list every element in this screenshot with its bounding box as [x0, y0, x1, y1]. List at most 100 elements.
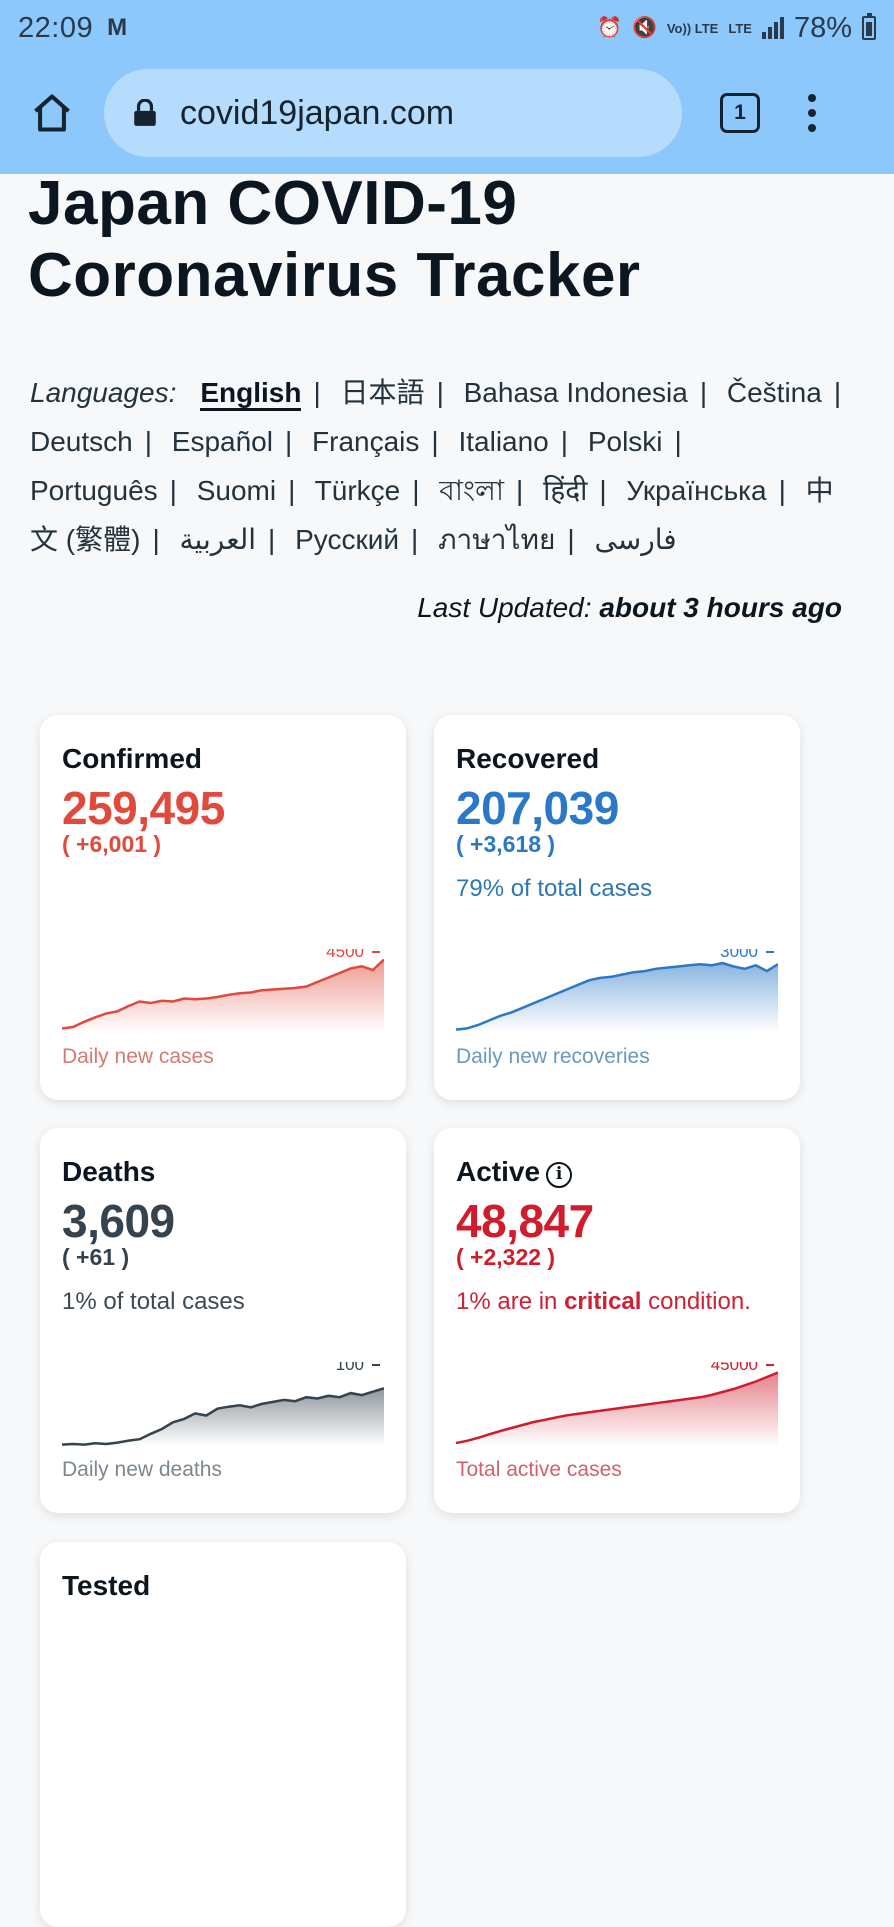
language-separator: | [412, 475, 420, 506]
active-title: Active i [456, 1156, 573, 1188]
status-icons: ⏰ 🔇 Vo)) LTE LTE 78% [597, 12, 876, 45]
language-link-4[interactable]: Deutsch [30, 426, 133, 457]
language-separator: | [778, 475, 786, 506]
language-link-17[interactable]: Русский [295, 524, 399, 555]
tested-card: Tested [40, 1542, 406, 1927]
last-updated: Last Updated: about 3 hours ago [417, 592, 842, 624]
active-series-line [456, 1371, 778, 1445]
confirmed-delta: ( +6,001 ) [62, 831, 162, 857]
confirmed-card: Confirmed 259,495 ( +6,001 ) 4500 Daily … [40, 715, 406, 1100]
language-link-9[interactable]: Português [30, 475, 158, 506]
confirmed-caption: Daily new cases [62, 1045, 214, 1068]
deaths-series-line [62, 1387, 384, 1446]
active-card: Active i 48,847 ( +2,322 ) 1% are in crit… [434, 1128, 800, 1513]
lte-icon: LTE [728, 20, 752, 36]
deaths-caption: Daily new deaths [62, 1458, 222, 1481]
language-separator: | [516, 475, 524, 506]
browser-toolbar: covid19japan.com 1 [0, 62, 894, 164]
language-separator: | [699, 377, 708, 408]
page-title-line2: Coronavirus Tracker [28, 241, 641, 310]
language-link-15[interactable]: 中文 (繁體) [30, 475, 834, 555]
language-link-19[interactable]: فارسی [594, 524, 677, 555]
page-title-line1: Japan COVID-19 [28, 169, 518, 238]
language-link-18[interactable]: ภาษาไทย [438, 524, 556, 555]
deaths-sparkline: 100 [62, 1362, 384, 1446]
language-link-5[interactable]: Español [171, 426, 273, 457]
language-link-16[interactable]: العربية [179, 524, 257, 555]
language-separator: | [411, 524, 419, 555]
confirmed-value: 259,495 [62, 782, 225, 834]
battery-percent: 78% [793, 11, 852, 44]
active-value: 48,847 [456, 1195, 594, 1247]
language-link-12[interactable]: বাংলা [439, 475, 505, 506]
recovered-value: 207,039 [456, 782, 619, 834]
deaths-area [62, 1388, 384, 1446]
language-link-14[interactable]: Українська [626, 475, 767, 506]
url-text: covid19japan.com [180, 93, 455, 132]
overflow-menu-button[interactable] [804, 94, 820, 132]
language-separator: | [599, 475, 607, 506]
language-selector: Languages: English | 日本語 | Bahasa Indonesia… [30, 368, 860, 564]
language-separator: | [833, 377, 842, 408]
alarm-icon: ⏰ [597, 17, 622, 39]
active-note-suffix: condition. [648, 1288, 751, 1315]
deaths-note: 1% of total cases [62, 1288, 245, 1315]
home-icon [34, 94, 70, 132]
languages-label: Languages: [30, 377, 177, 408]
language-separator: | [284, 426, 293, 457]
volte-icon: Vo)) LTE [666, 20, 719, 36]
active-sparkline: 45000 [456, 1362, 778, 1446]
active-delta: ( +2,322 ) [456, 1244, 556, 1270]
last-updated-label: Last Updated: [417, 592, 592, 623]
signal-icon [761, 17, 784, 39]
language-link-10[interactable]: Suomi [196, 475, 277, 506]
deaths-tick-label: 100 [336, 1362, 364, 1374]
page-title: Japan COVID-19 Coronavirus Tracker [28, 168, 868, 312]
recovered-sparkline: 3000 [456, 949, 778, 1033]
active-note: 1% are in critical condition. [456, 1288, 751, 1316]
confirmed-sparkline: 4500 [62, 949, 384, 1033]
language-link-11[interactable]: Türkçe [314, 475, 401, 506]
recovered-series-line [456, 961, 778, 1031]
active-note-prefix: 1% are in [456, 1288, 558, 1315]
gmail-icon: M [107, 14, 128, 41]
deaths-value: 3,609 [62, 1195, 175, 1247]
language-link-13[interactable]: हिंदी [543, 475, 588, 506]
address-bar[interactable]: covid19japan.com [104, 69, 682, 157]
language-separator: | [436, 377, 444, 408]
info-icon[interactable]: i [546, 1162, 573, 1188]
language-link-8[interactable]: Polski [587, 426, 663, 457]
language-link-2[interactable]: Bahasa Indonesia [463, 377, 688, 408]
battery-icon [862, 13, 876, 40]
active-note-critical: critical [564, 1288, 642, 1315]
language-separator: | [567, 524, 575, 555]
language-separator: | [560, 426, 569, 457]
status-time: 22:09 [18, 11, 94, 44]
language-separator: | [268, 524, 276, 555]
language-link-6[interactable]: Français [312, 426, 420, 457]
confirmed-tick-label: 4500 [326, 949, 364, 961]
language-link-3[interactable]: Čeština [726, 377, 822, 408]
language-separator: | [288, 475, 296, 506]
language-separator: | [169, 475, 177, 506]
tab-switcher-button[interactable]: 1 [720, 93, 760, 133]
mute-icon: 🔇 [631, 17, 657, 39]
language-link-1[interactable]: 日本語 [340, 377, 425, 408]
recovered-card: Recovered 207,039 ( +3,618 ) 79% of tota… [434, 715, 800, 1100]
last-updated-value: about 3 hours ago [599, 592, 842, 623]
language-separator: | [144, 426, 152, 457]
language-link-0[interactable]: English [200, 377, 302, 411]
recovered-note: 79% of total cases [456, 875, 653, 902]
active-caption: Total active cases [456, 1458, 622, 1481]
language-link-7[interactable]: Italiano [458, 426, 549, 457]
active-title-text: Active [456, 1156, 541, 1187]
recovered-delta: ( +3,618 ) [456, 831, 556, 857]
deaths-title: Deaths [62, 1156, 156, 1187]
lock-icon [134, 99, 156, 126]
confirmed-series-line [62, 958, 384, 1030]
deaths-delta: ( +61 ) [62, 1244, 130, 1270]
tested-title: Tested [62, 1570, 151, 1601]
deaths-card: Deaths 3,609 ( +61 ) 1% of total cases 1… [40, 1128, 406, 1513]
home-button[interactable] [22, 83, 82, 143]
recovered-title: Recovered [456, 743, 600, 774]
